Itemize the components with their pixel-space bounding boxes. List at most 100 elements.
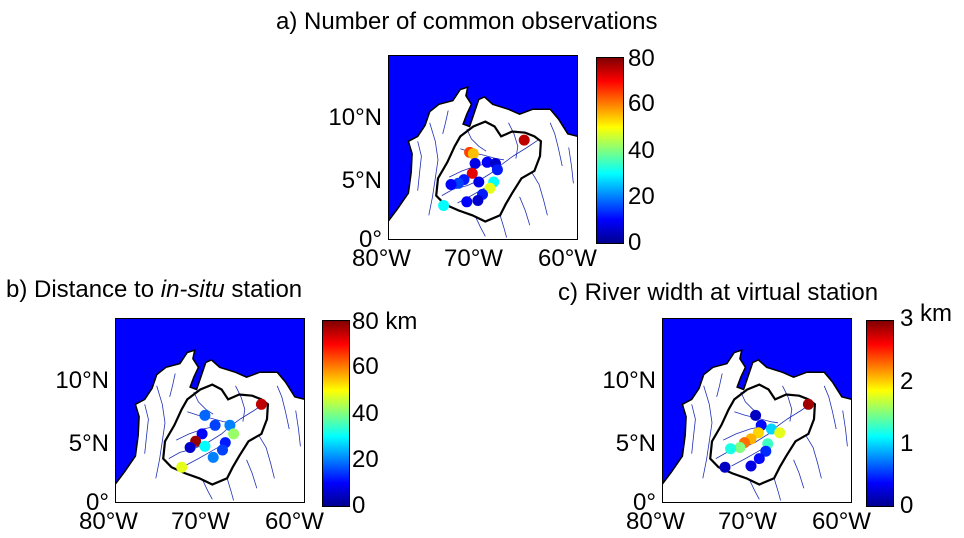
panel-b-station-point	[196, 428, 208, 440]
panel-a-river	[449, 163, 489, 178]
panel-a-title: a) Number of common observations	[276, 8, 658, 35]
panel-c-colorbar	[866, 320, 894, 507]
panel-a-river	[466, 128, 487, 152]
panel-a-station-point	[491, 164, 503, 176]
panel-a-station-point	[466, 167, 478, 179]
panel-a-river	[417, 141, 422, 191]
panel-b-river	[193, 391, 214, 415]
panel-c-station-point	[760, 445, 772, 457]
panel-c-title: c) River width at virtual station	[558, 279, 879, 306]
panel-a-lon-60w: 60°W	[538, 245, 597, 272]
panel-b-river	[235, 385, 246, 422]
panel-a-river	[531, 171, 548, 216]
panel-b-station-point	[176, 461, 188, 473]
panel-a-frame	[388, 55, 578, 240]
panel-a-station-point	[467, 148, 479, 160]
panel-b-title-tail: station	[224, 276, 303, 303]
panel-a-station-point	[472, 195, 484, 206]
panel-c-station-point	[765, 423, 777, 435]
panel-b-title: b) Distance to in-situ station	[6, 276, 302, 304]
panel-a-river	[442, 110, 449, 134]
panel-b-lat-10n: 10°N	[55, 367, 109, 394]
panel-b-river	[258, 434, 275, 479]
panel-b-river	[202, 480, 213, 500]
panel-c-cbar-unit: km	[920, 300, 952, 327]
panel-c-station-point	[719, 461, 731, 473]
panel-c-station-point	[745, 460, 757, 472]
panel-c-river	[823, 385, 837, 430]
panel-a-river	[428, 122, 439, 216]
panel-b-colorbar	[322, 320, 350, 507]
panel-c-lat-10n: 10°N	[602, 367, 656, 394]
panel-c-river	[773, 478, 781, 501]
panel-b-lat-5n: 5°N	[68, 430, 109, 457]
panel-b-station-point	[217, 444, 228, 456]
panel-b-frame	[115, 318, 305, 503]
panel-b-river	[226, 478, 234, 501]
panel-b-station-point	[184, 442, 196, 453]
panel-c-river	[842, 410, 848, 447]
panel-a-station-point	[438, 200, 450, 211]
panel-a-basin-boundary	[435, 120, 543, 223]
panel-b-lon-60w: 60°W	[265, 508, 324, 535]
panel-b-cbar-tick-80: 80 km	[352, 308, 418, 335]
panel-c-station-point	[752, 427, 764, 439]
panel-b-cbar-unit: km	[385, 308, 418, 335]
panel-c-cbar-tick-1: 1	[900, 430, 914, 457]
panel-a-cbar-tick-40: 40	[628, 137, 655, 164]
panel-a-cbar-tick-20: 20	[628, 183, 655, 210]
panel-a-map	[388, 55, 578, 240]
panel-a-station-point	[445, 179, 457, 190]
panel-c-station-point	[802, 398, 814, 410]
panel-c-station-point	[734, 442, 746, 453]
panel-b-cbar-tick-20: 20	[352, 446, 379, 473]
panel-b-station-point	[209, 419, 221, 431]
panel-b-river	[295, 410, 301, 447]
panel-b-river	[144, 404, 149, 454]
panel-b-station-point	[228, 428, 240, 440]
panel-c-station-point	[774, 427, 786, 439]
panel-b-river	[176, 426, 216, 441]
panel-b-map	[115, 318, 305, 503]
panel-a-lon-70w: 70°W	[444, 245, 503, 272]
panel-a-river	[519, 196, 531, 226]
panel-a-station-point	[518, 134, 530, 146]
panel-c-cbar-tick-3: 3	[900, 305, 914, 332]
panel-a-lon-80w: 80°W	[352, 245, 411, 272]
panel-c-river	[782, 385, 793, 422]
panel-a-lat-5n: 5°N	[341, 167, 382, 194]
panel-a-colorbar	[596, 57, 624, 244]
panel-b-station-point	[224, 419, 236, 431]
panel-a-lat-10n: 10°N	[328, 104, 382, 131]
panel-c-station-point	[753, 453, 765, 465]
panel-c-river	[702, 385, 713, 479]
panel-b-river	[155, 385, 166, 479]
panel-c-lon-80w: 80°W	[626, 508, 685, 535]
panel-a-river	[499, 215, 507, 238]
panel-c-river	[805, 434, 822, 479]
panel-c-river	[691, 404, 696, 454]
panel-c-lon-60w: 60°W	[812, 508, 871, 535]
panel-c-station-point	[750, 409, 762, 421]
panel-a-river	[475, 217, 486, 237]
panel-a-cbar-tick-80: 80	[628, 45, 655, 72]
panel-a-river	[508, 122, 519, 159]
panel-c-map	[662, 318, 852, 503]
panel-c-lon-70w: 70°W	[718, 508, 777, 535]
panel-a-cbar-tick-60: 60	[628, 90, 655, 117]
panel-a-station-point	[461, 196, 473, 208]
panel-c-river	[716, 373, 723, 397]
panel-b-cbar-tick-0: 0	[352, 492, 366, 519]
panel-a-station-point	[481, 156, 493, 168]
panel-a-river	[549, 122, 563, 167]
panel-b-cbar-tick-60: 60	[352, 353, 379, 380]
panel-b-title-main: b) Distance to	[6, 276, 161, 303]
panel-b-station-point	[255, 398, 267, 410]
panel-a-river	[568, 147, 574, 184]
panel-b-river	[246, 459, 258, 489]
panel-b-station-point	[199, 409, 211, 421]
panel-c-lat-0: 0°	[633, 489, 656, 516]
panel-b-river	[169, 373, 176, 397]
panel-a-station-point	[469, 158, 481, 169]
panel-b-title-italic: in-situ	[160, 276, 225, 303]
